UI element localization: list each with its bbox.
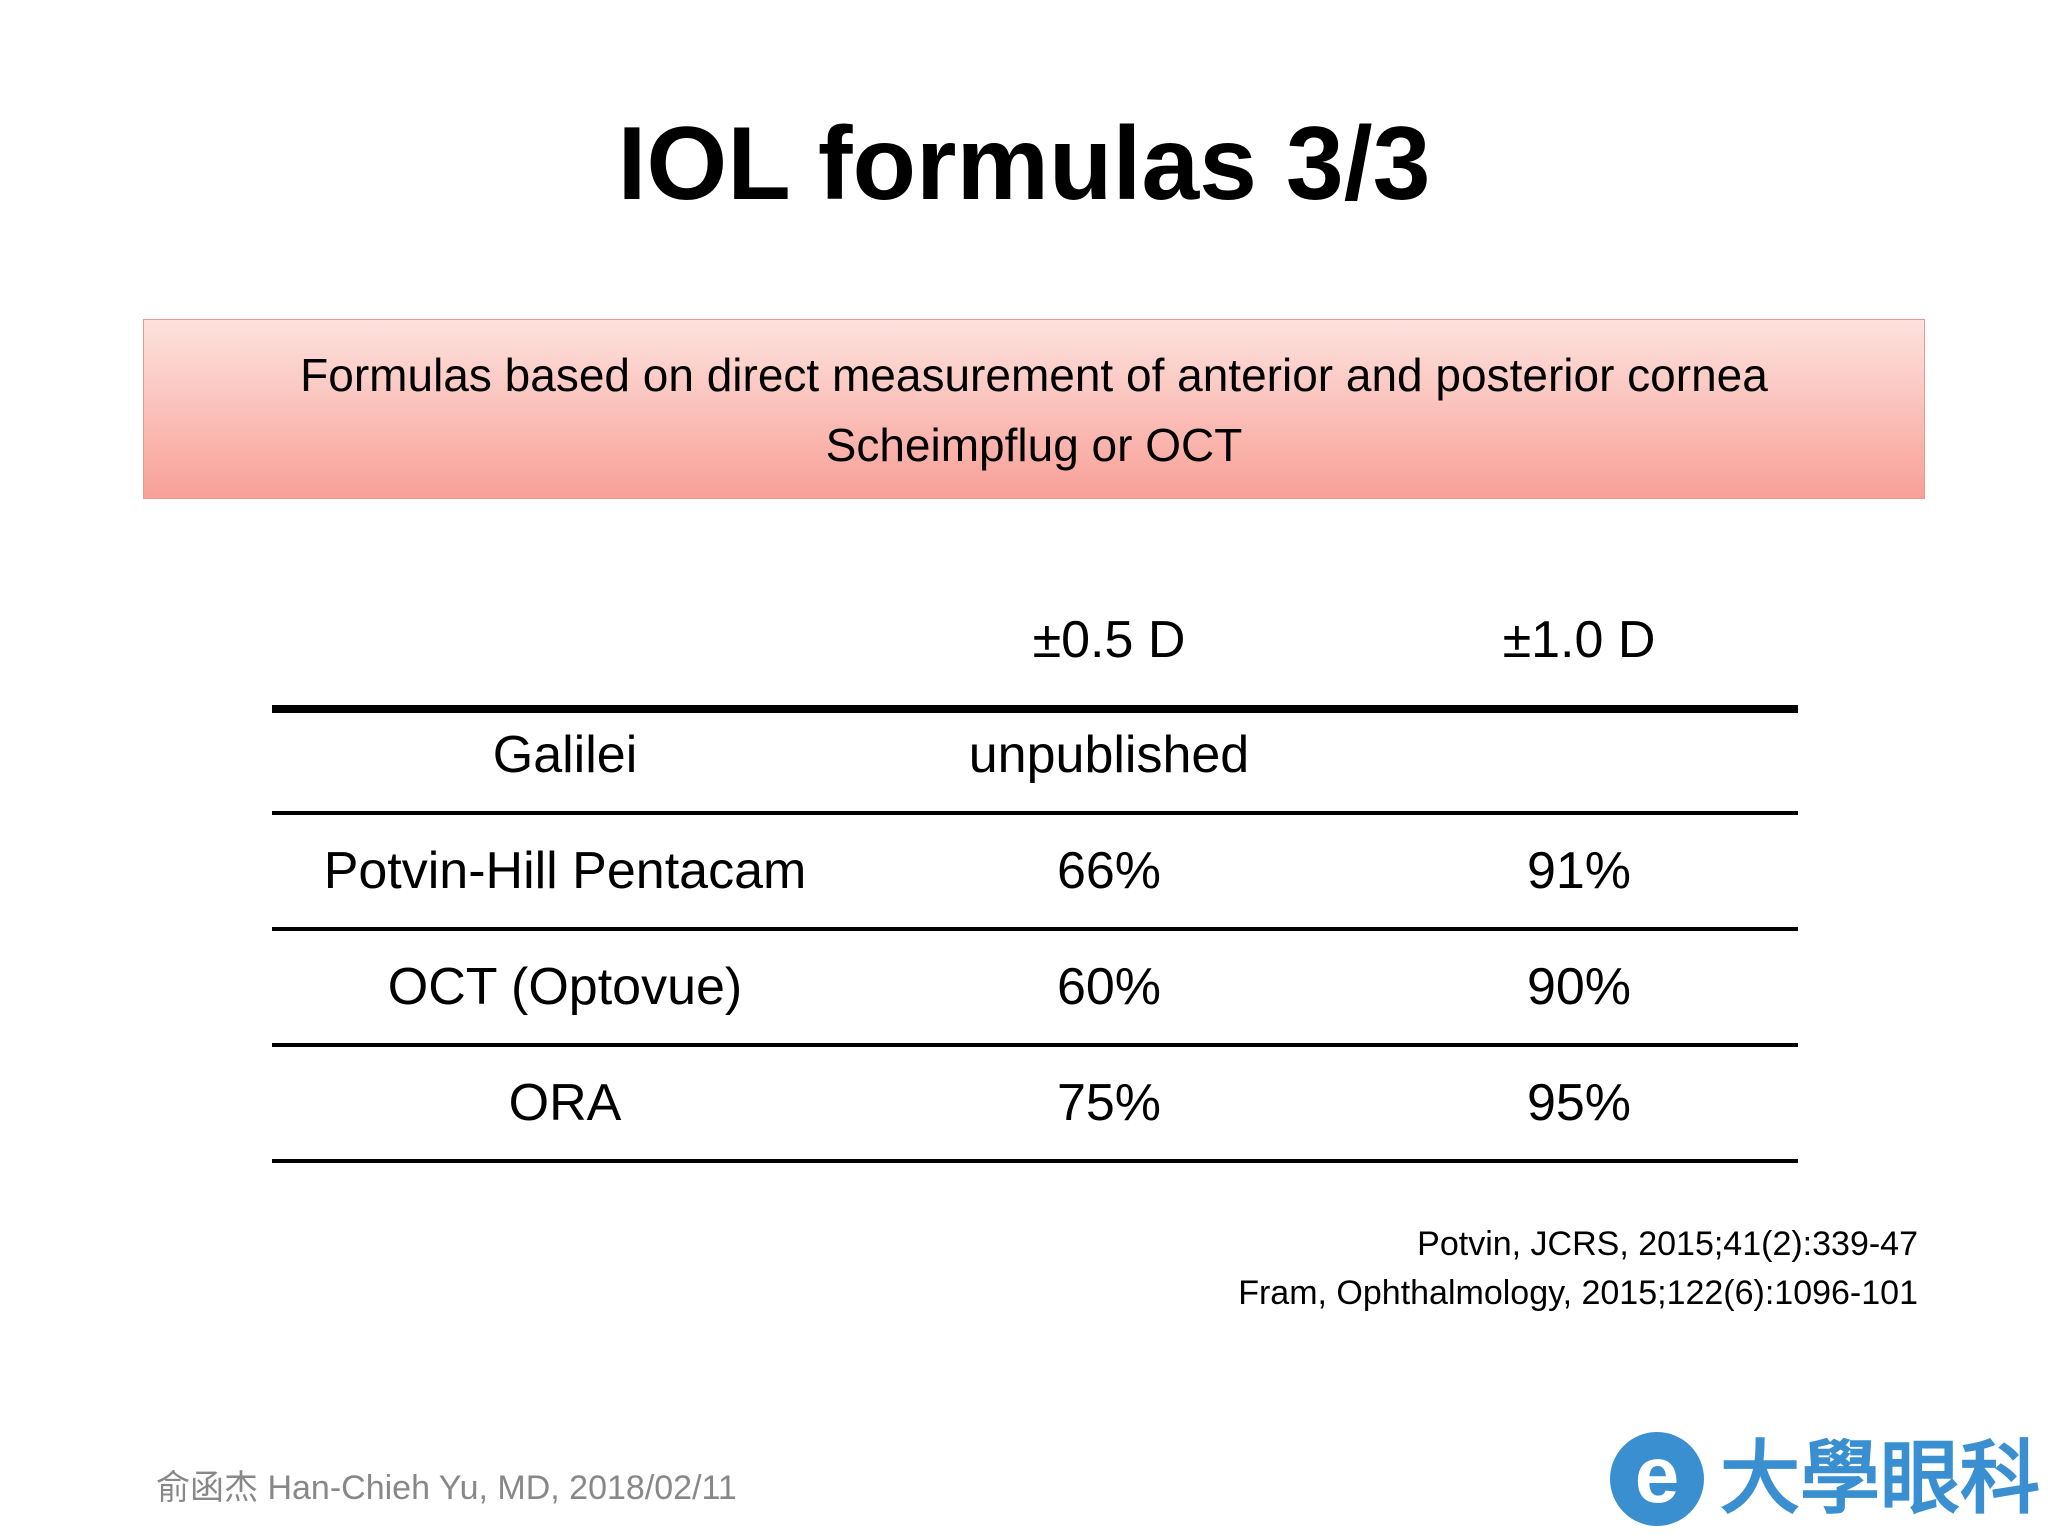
table-cell: 91% <box>1526 842 1632 900</box>
banner: Formulas based on direct measurement of … <box>143 319 1925 499</box>
logo-text: 大學眼科 <box>1720 1434 2040 1523</box>
row-rule <box>272 1159 1798 1163</box>
row-label: ORA <box>508 1074 622 1132</box>
table-cell: 95% <box>1526 1074 1632 1132</box>
row-label: Galilei <box>492 726 638 784</box>
slide-title: IOL formulas 3/3 <box>617 106 1431 222</box>
header-rule <box>272 705 1798 713</box>
row-label: OCT (Optovue) <box>387 958 743 1016</box>
reference: Potvin, JCRS, 2015;41(2):339-47 <box>1417 1225 1918 1263</box>
row-label: Potvin-Hill Pentacam <box>323 842 807 900</box>
table-cell: 66% <box>1056 842 1162 900</box>
column-header: ±1.0 D <box>1502 611 1656 669</box>
results-table: ±0.5 D ±1.0 D Galilei unpublished Potvin-Hil… <box>272 0 1798 1536</box>
banner-line: Scheimpflug or OCT <box>825 419 1243 471</box>
table-cell: 75% <box>1056 1074 1162 1132</box>
row-rule <box>272 1043 1798 1047</box>
table-cell: 60% <box>1056 958 1162 1016</box>
table-cell: 90% <box>1526 958 1632 1016</box>
row-rule <box>272 811 1798 815</box>
reference: Fram, Ophthalmology, 2015;122(6):1096-10… <box>1238 1274 1918 1312</box>
logo-icon: e <box>1610 1432 1704 1526</box>
column-header: ±0.5 D <box>1032 611 1186 669</box>
row-rule <box>272 927 1798 931</box>
banner-line: Formulas based on direct measurement of … <box>300 349 1768 401</box>
table-cell: unpublished <box>968 726 1250 784</box>
footer-author: 俞函杰 Han-Chieh Yu, MD, 2018/02/11 <box>156 1469 737 1507</box>
